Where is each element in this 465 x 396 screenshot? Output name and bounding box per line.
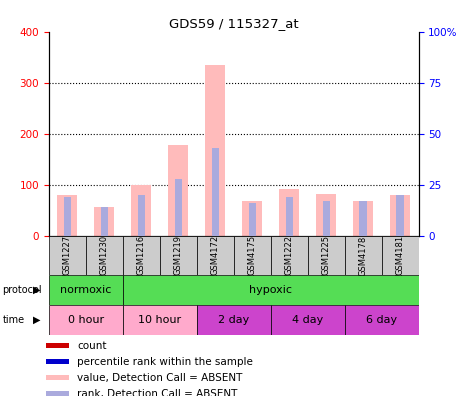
Bar xyxy=(234,236,271,275)
Text: 4 day: 4 day xyxy=(292,315,323,325)
Text: 10 hour: 10 hour xyxy=(138,315,181,325)
Text: GSM4175: GSM4175 xyxy=(248,235,257,276)
Text: normoxic: normoxic xyxy=(60,285,112,295)
Text: GSM1230: GSM1230 xyxy=(100,235,109,276)
Text: GSM1222: GSM1222 xyxy=(285,235,293,276)
Text: count: count xyxy=(77,341,106,351)
Bar xyxy=(279,189,299,236)
Bar xyxy=(316,194,336,236)
Text: GSM4181: GSM4181 xyxy=(396,235,405,276)
Bar xyxy=(197,305,271,335)
Bar xyxy=(242,201,262,236)
Bar xyxy=(271,236,308,275)
Bar xyxy=(131,185,152,236)
Text: percentile rank within the sample: percentile rank within the sample xyxy=(77,357,253,367)
Text: 6 day: 6 day xyxy=(366,315,397,325)
Bar xyxy=(271,305,345,335)
Text: GSM4172: GSM4172 xyxy=(211,235,219,276)
Bar xyxy=(49,305,123,335)
Bar xyxy=(123,236,160,275)
Text: rank, Detection Call = ABSENT: rank, Detection Call = ABSENT xyxy=(77,388,237,396)
Bar xyxy=(345,236,381,275)
Text: GSM1225: GSM1225 xyxy=(322,235,331,276)
Bar xyxy=(64,197,71,236)
Bar xyxy=(86,236,123,275)
Bar xyxy=(49,275,123,305)
Text: GSM4178: GSM4178 xyxy=(359,235,367,276)
Bar xyxy=(308,236,345,275)
Text: value, Detection Call = ABSENT: value, Detection Call = ABSENT xyxy=(77,373,242,383)
Bar xyxy=(286,197,292,236)
Bar xyxy=(212,148,219,236)
Bar xyxy=(49,236,86,275)
Text: ▶: ▶ xyxy=(33,314,41,325)
Bar xyxy=(57,195,78,236)
Bar xyxy=(359,201,366,236)
Bar xyxy=(390,195,410,236)
Bar xyxy=(101,207,108,236)
Bar xyxy=(175,179,182,236)
Bar xyxy=(381,236,418,275)
Bar xyxy=(397,195,404,236)
Text: GSM1227: GSM1227 xyxy=(63,235,72,276)
Text: 0 hour: 0 hour xyxy=(68,315,104,325)
Bar xyxy=(160,236,197,275)
Bar xyxy=(46,391,69,396)
Bar xyxy=(123,305,197,335)
Bar xyxy=(353,202,373,236)
Text: 2 day: 2 day xyxy=(218,315,249,325)
Text: GSM1216: GSM1216 xyxy=(137,235,146,276)
Bar xyxy=(249,203,256,236)
Title: GDS59 / 115327_at: GDS59 / 115327_at xyxy=(169,17,299,30)
Text: ▶: ▶ xyxy=(33,285,41,295)
Bar xyxy=(46,359,69,364)
Bar xyxy=(138,195,145,236)
Text: GSM1219: GSM1219 xyxy=(174,235,183,276)
Bar xyxy=(323,201,330,236)
Bar xyxy=(345,305,418,335)
Bar xyxy=(46,343,69,348)
Text: hypoxic: hypoxic xyxy=(249,285,292,295)
Text: time: time xyxy=(2,314,25,325)
Bar xyxy=(205,65,226,236)
Bar xyxy=(197,236,233,275)
Text: protocol: protocol xyxy=(2,285,42,295)
Bar xyxy=(46,375,69,380)
Bar xyxy=(123,275,418,305)
Bar xyxy=(168,145,188,236)
Bar xyxy=(94,207,114,236)
